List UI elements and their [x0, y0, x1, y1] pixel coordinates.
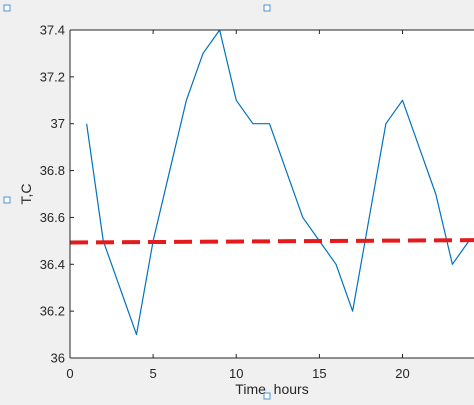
ticks: 0 5 10 15 20 36 36.2 36.4 36.6 36.8 37 37.2 37.4	[40, 23, 410, 382]
selection-handle[interactable]	[3, 196, 11, 204]
y-tick-label: 37.4	[40, 23, 65, 38]
y-axis-label: T,C	[18, 184, 34, 205]
x-tick-label: 10	[229, 366, 243, 381]
y-tick-label: 36	[51, 351, 65, 366]
y-tick-label: 37	[51, 116, 65, 131]
selection-handle[interactable]	[263, 392, 271, 400]
x-tick-label: 20	[395, 366, 409, 381]
y-tick-label: 36.8	[40, 163, 65, 178]
series-layer	[69, 29, 474, 336]
y-tick-label: 36.6	[40, 210, 65, 225]
temperature-line	[86, 29, 470, 336]
y-tick-label: 36.4	[40, 257, 65, 272]
y-tick-label: 36.2	[40, 304, 65, 319]
y-tick-label: 37.2	[40, 69, 65, 84]
x-tick-label: 5	[150, 366, 157, 381]
selection-handle[interactable]	[3, 4, 11, 12]
mean-dashed-line	[69, 238, 474, 245]
x-axis-label: Time, hours	[235, 381, 308, 397]
selection-handle[interactable]	[263, 4, 271, 12]
x-tick-label: 15	[312, 366, 326, 381]
plot-background	[70, 30, 474, 358]
axes	[69, 29, 474, 359]
x-tick-label: 0	[66, 366, 73, 381]
